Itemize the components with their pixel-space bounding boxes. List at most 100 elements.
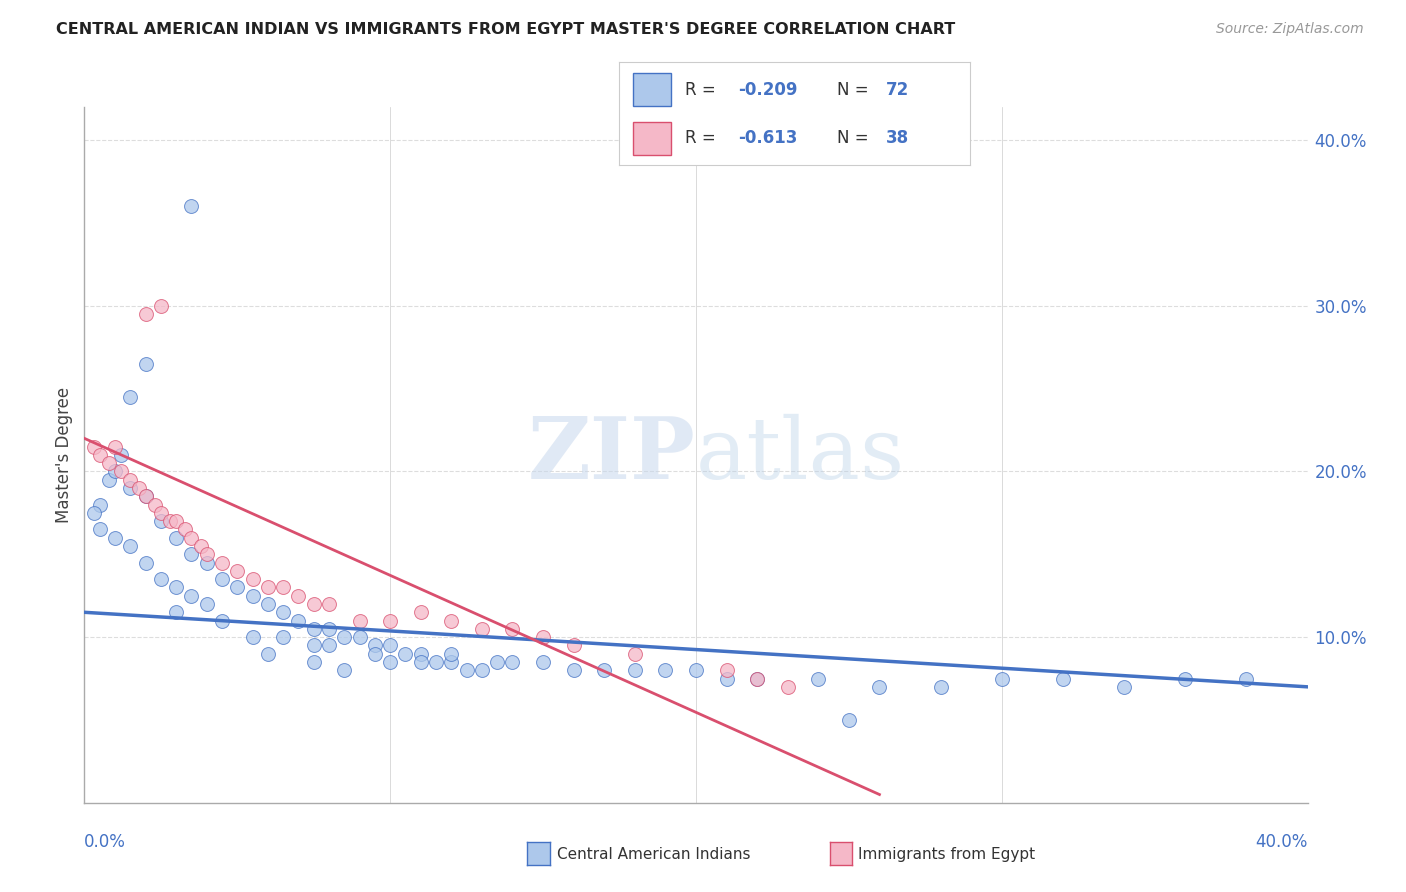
Point xyxy=(318,622,340,636)
Point xyxy=(190,539,212,553)
Point xyxy=(135,489,157,503)
Point xyxy=(211,556,233,570)
Point xyxy=(135,556,157,570)
Point xyxy=(685,663,707,677)
Point xyxy=(302,655,325,669)
Point xyxy=(501,622,523,636)
Point xyxy=(180,531,202,545)
Point xyxy=(211,572,233,586)
Point xyxy=(440,647,463,661)
Point xyxy=(257,581,280,595)
Point xyxy=(287,589,309,603)
Point xyxy=(380,639,402,653)
Point xyxy=(1174,672,1197,686)
Point xyxy=(120,473,142,487)
Point xyxy=(440,614,463,628)
Point xyxy=(624,647,647,661)
Text: 0.0%: 0.0% xyxy=(84,832,127,851)
Text: 72: 72 xyxy=(886,80,910,99)
Point xyxy=(471,663,494,677)
Text: atlas: atlas xyxy=(696,413,905,497)
Point xyxy=(135,307,157,321)
FancyBboxPatch shape xyxy=(633,122,672,155)
Point xyxy=(349,630,371,644)
Point xyxy=(409,605,432,619)
Point xyxy=(1114,680,1136,694)
Point xyxy=(120,481,142,495)
Y-axis label: Master's Degree: Master's Degree xyxy=(55,387,73,523)
Point xyxy=(180,589,202,603)
Point xyxy=(531,630,554,644)
Point xyxy=(990,672,1012,686)
Text: 38: 38 xyxy=(886,128,908,147)
Point xyxy=(869,680,891,694)
Point xyxy=(287,614,309,628)
Point xyxy=(110,448,132,462)
Point xyxy=(531,655,554,669)
Text: Immigrants from Egypt: Immigrants from Egypt xyxy=(858,847,1035,862)
Point xyxy=(271,630,294,644)
Point xyxy=(624,663,647,677)
Point xyxy=(120,539,142,553)
Point xyxy=(97,456,120,470)
FancyBboxPatch shape xyxy=(633,73,672,105)
Point xyxy=(257,647,280,661)
Point xyxy=(745,672,768,686)
Point xyxy=(333,630,356,644)
Point xyxy=(135,357,157,371)
Point xyxy=(83,440,105,454)
Point xyxy=(149,572,172,586)
Text: R =: R = xyxy=(686,80,721,99)
Point xyxy=(104,531,127,545)
Point xyxy=(838,713,860,727)
Point xyxy=(333,663,356,677)
Point xyxy=(380,614,402,628)
Text: N =: N = xyxy=(837,128,873,147)
Text: Source: ZipAtlas.com: Source: ZipAtlas.com xyxy=(1216,22,1364,37)
Point xyxy=(143,498,166,512)
Point xyxy=(302,639,325,653)
Point xyxy=(394,647,416,661)
Point xyxy=(149,299,172,313)
Point xyxy=(257,597,280,611)
Point xyxy=(716,663,738,677)
Point xyxy=(562,663,585,677)
Point xyxy=(501,655,523,669)
Text: N =: N = xyxy=(837,80,873,99)
Point xyxy=(174,523,197,537)
Point xyxy=(929,680,952,694)
Point xyxy=(226,564,249,578)
Point xyxy=(242,630,264,644)
Point xyxy=(1052,672,1074,686)
Point xyxy=(380,655,402,669)
Point xyxy=(226,581,249,595)
Point xyxy=(89,448,111,462)
Point xyxy=(159,514,181,528)
Point xyxy=(128,481,150,495)
Text: CENTRAL AMERICAN INDIAN VS IMMIGRANTS FROM EGYPT MASTER'S DEGREE CORRELATION CHA: CENTRAL AMERICAN INDIAN VS IMMIGRANTS FR… xyxy=(56,22,956,37)
Point xyxy=(364,647,387,661)
Point xyxy=(486,655,509,669)
Point xyxy=(195,547,218,561)
Point xyxy=(180,199,202,213)
Point xyxy=(654,663,676,677)
Point xyxy=(120,390,142,404)
Point xyxy=(110,465,132,479)
Point xyxy=(1234,672,1257,686)
Point xyxy=(135,489,157,503)
Point xyxy=(180,547,202,561)
Point xyxy=(165,581,187,595)
Point xyxy=(242,589,264,603)
Point xyxy=(149,514,172,528)
Point xyxy=(456,663,478,677)
Point xyxy=(364,639,387,653)
Point xyxy=(104,440,127,454)
Point xyxy=(165,605,187,619)
Point xyxy=(425,655,447,669)
Point xyxy=(807,672,830,686)
Point xyxy=(242,572,264,586)
Point xyxy=(83,506,105,520)
Point xyxy=(745,672,768,686)
Point xyxy=(409,647,432,661)
Text: R =: R = xyxy=(686,128,721,147)
